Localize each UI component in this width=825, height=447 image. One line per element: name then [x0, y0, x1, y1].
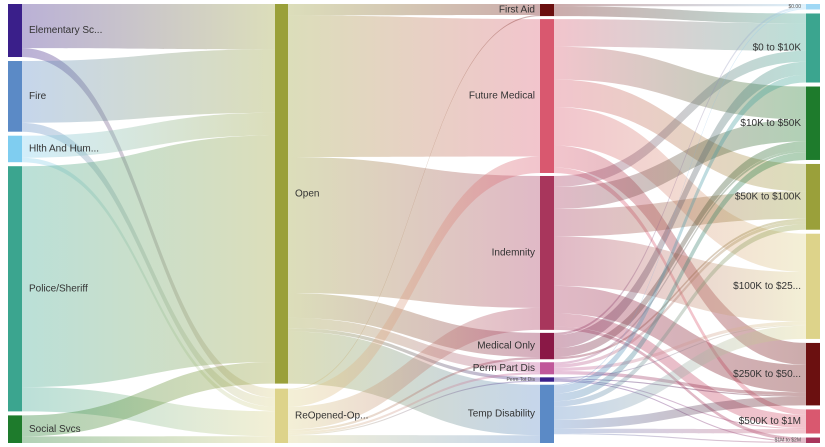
- sankey-node-fm[interactable]: [540, 19, 554, 173]
- sankey-link-ppd-a4[interactable]: [554, 321, 806, 372]
- sankey-link-reop-fa[interactable]: [288, 14, 540, 390]
- sankey-node-label-a2: $10K to $50K: [740, 118, 801, 129]
- sankey-node-police[interactable]: [8, 166, 22, 412]
- sankey-node-label-ppd: Perm Part Dis: [473, 363, 535, 374]
- sankey-link-reop-ptd[interactable]: [288, 380, 540, 436]
- sankey-node-label-hlth: Hlth And Hum...: [29, 144, 99, 155]
- sankey-link-fm-a4[interactable]: [554, 107, 806, 273]
- sankey-link-fa-a1[interactable]: [554, 6, 806, 24]
- links-layer: [22, 4, 806, 443]
- sankey-node-a2[interactable]: [806, 86, 820, 160]
- sankey-node-label-ind: Indemnity: [492, 248, 535, 259]
- sankey-node-open[interactable]: [275, 4, 288, 384]
- sankey-node-reop[interactable]: [275, 388, 288, 443]
- sankey-node-fire[interactable]: [8, 61, 22, 132]
- sankey-node-a7[interactable]: [806, 437, 820, 443]
- sankey-link-ppd-a3[interactable]: [554, 220, 806, 368]
- sankey-link-mo-a0[interactable]: [554, 6, 806, 336]
- sankey-link-ppd-a2[interactable]: [554, 150, 806, 365]
- sankey-link-td-a4[interactable]: [554, 325, 806, 420]
- sankey-node-a0[interactable]: [806, 4, 820, 10]
- sankey-node-label-a6: $500K to $1M: [739, 416, 801, 427]
- sankey-link-td-a5[interactable]: [554, 396, 806, 429]
- sankey-link-police-reop[interactable]: [22, 387, 275, 437]
- sankey-node-label-td: Temp Disability: [468, 409, 535, 420]
- sankey-link-open-ppd[interactable]: [288, 317, 540, 373]
- sankey-node-ptd[interactable]: [540, 377, 554, 382]
- sankey-node-label-fire: Fire: [29, 91, 47, 102]
- sankey-node-label-mo: Medical Only: [477, 341, 535, 352]
- sankey-link-td-a2[interactable]: [554, 152, 806, 402]
- sankey-node-a1[interactable]: [806, 13, 820, 83]
- sankey-link-td-a0[interactable]: [554, 8, 806, 386]
- sankey-node-a4[interactable]: [806, 233, 820, 339]
- sankey-link-mo-a2[interactable]: [554, 141, 806, 358]
- sankey-link-ptd-a5[interactable]: [554, 378, 806, 397]
- sankey-link-open-mo[interactable]: [288, 292, 540, 358]
- sankey-link-ind-a2[interactable]: [554, 119, 806, 209]
- sankey-node-label-fa: First Aid: [499, 5, 535, 16]
- sankey-node-label-elem: Elementary Sc...: [29, 25, 102, 36]
- sankey-link-reop-ppd[interactable]: [288, 372, 540, 434]
- sankey-link-open-fm[interactable]: [288, 15, 540, 157]
- sankey-link-social-reop[interactable]: [22, 436, 275, 443]
- sankey-node-label-a4: $100K to $25...: [733, 281, 801, 292]
- sankey-link-ptd-a6[interactable]: [554, 379, 806, 430]
- sankey-link-social-open[interactable]: [22, 362, 275, 437]
- labels-layer: Elementary Sc... Fire Hlth And Hum... Polic…: [29, 4, 801, 444]
- sankey-node-hlth[interactable]: [8, 135, 22, 163]
- sankey-link-ppd-a5[interactable]: [554, 371, 806, 396]
- sankey-link-mo-a1[interactable]: [554, 61, 806, 349]
- sankey-node-label-reop: ReOpened-Op...: [295, 410, 368, 421]
- sankey-link-ptd-a4[interactable]: [554, 324, 806, 379]
- sankey-link-reop-td[interactable]: [288, 435, 540, 443]
- sankey-node-a3[interactable]: [806, 163, 820, 230]
- sankey-link-open-ptd[interactable]: [288, 328, 540, 381]
- sankey-node-label-a1: $0 to $10K: [753, 43, 802, 54]
- sankey-node-fa[interactable]: [540, 4, 554, 17]
- sankey-link-td-a1[interactable]: [554, 74, 806, 394]
- sankey-node-label-open: Open: [295, 188, 319, 199]
- sankey-node-label-a3: $50K to $100K: [735, 191, 801, 202]
- sankey-node-a5[interactable]: [806, 342, 820, 406]
- sankey-link-fa-a0[interactable]: [554, 4, 806, 7]
- sankey-node-label-a5: $250K to $50...: [733, 369, 801, 380]
- sankey-link-elem-open[interactable]: [22, 4, 275, 50]
- sankey-link-reop-mo[interactable]: [288, 357, 540, 432]
- sankey-node-td[interactable]: [540, 384, 554, 443]
- sankey-node-label-police: Police/Sheriff: [29, 283, 88, 294]
- sankey-node-ind[interactable]: [540, 175, 554, 330]
- nodes-layer: [8, 4, 820, 443]
- sankey-link-open-td[interactable]: [288, 331, 540, 436]
- sankey-link-police-open[interactable]: [22, 135, 275, 388]
- sankey-link-td-a6[interactable]: [554, 428, 806, 434]
- sankey-node-a6[interactable]: [806, 409, 820, 434]
- sankey-node-ppd[interactable]: [540, 362, 554, 375]
- sankey-link-reop-ind[interactable]: [288, 307, 540, 430]
- sankey-link-open-fa[interactable]: [288, 4, 540, 16]
- sankey-node-elem[interactable]: [8, 4, 22, 58]
- sankey-link-ind-a1[interactable]: [554, 50, 806, 187]
- sankey-link-hlth-open[interactable]: [22, 112, 275, 158]
- sankey-node-label-social: Social Svcs: [29, 424, 81, 435]
- sankey-node-label-fm: Future Medical: [469, 91, 535, 102]
- sankey-node-mo[interactable]: [540, 332, 554, 360]
- sankey-node-label-a0: $0.00: [788, 4, 801, 10]
- sankey-node-label-a7: $1M to $2M: [775, 438, 801, 444]
- sankey-link-reop-fm[interactable]: [288, 156, 540, 407]
- sankey-link-ind-a3[interactable]: [554, 191, 806, 237]
- sankey-link-fire-open[interactable]: [22, 49, 275, 123]
- sankey-link-td-a7[interactable]: [554, 433, 806, 443]
- sankey-link-mo-a3[interactable]: [554, 218, 806, 360]
- sankey-node-social[interactable]: [8, 415, 22, 443]
- sankey-node-label-ptd: Perm Tot Dis: [506, 377, 535, 383]
- sankey-link-td-a3[interactable]: [554, 224, 806, 407]
